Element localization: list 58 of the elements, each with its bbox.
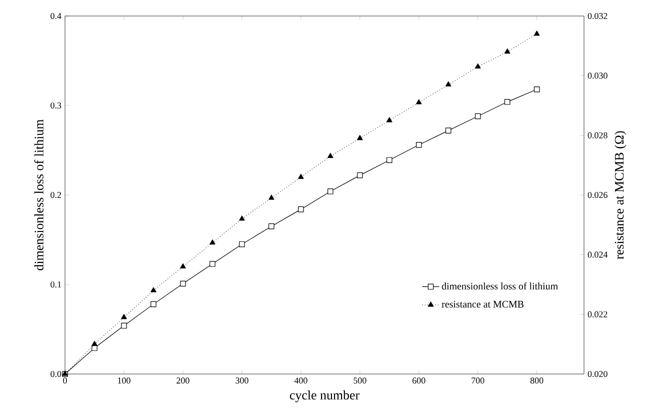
point — [356, 172, 363, 178]
point — [180, 280, 186, 286]
y2-tick-label: 0.032 — [588, 12, 608, 20]
y-tick-label: 0.0 — [50, 370, 62, 378]
point — [504, 48, 510, 54]
point — [357, 135, 363, 140]
point — [180, 263, 186, 268]
x-tick-label: 500 — [354, 378, 366, 384]
y2-tick-label: 0.028 — [588, 132, 608, 138]
x-tick-label: 200 — [176, 378, 190, 384]
y-tick-label: 0.1 — [50, 281, 61, 288]
point — [210, 261, 216, 267]
y-tick-label: 0.2 — [50, 192, 61, 198]
point — [328, 152, 334, 158]
x-tick-label: 800 — [530, 378, 544, 384]
point — [210, 239, 216, 245]
point — [298, 174, 304, 179]
point — [474, 113, 481, 120]
point — [445, 128, 452, 134]
y-tick-label: 0.3 — [50, 102, 62, 109]
point — [92, 340, 98, 346]
point — [150, 287, 156, 292]
point — [474, 63, 481, 69]
y2-tick-label: 0.022 — [588, 311, 608, 318]
x-tick-label: 700 — [472, 378, 484, 384]
y2-tick-label: 0.020 — [588, 370, 608, 378]
point — [239, 216, 245, 221]
point — [121, 322, 127, 329]
x-tick-label: 300 — [236, 378, 248, 384]
y2-axis-title: resistance at MCMB (Ω) — [614, 131, 626, 260]
point — [386, 117, 392, 122]
point — [121, 314, 127, 320]
point — [150, 301, 156, 308]
point — [534, 86, 540, 92]
y2-tick-label: 0.024 — [588, 252, 608, 258]
point — [534, 30, 540, 36]
point — [504, 99, 510, 105]
y2-tick-label: 0.030 — [588, 72, 608, 79]
legend-label: dimensionless loss of lithium — [442, 282, 558, 290]
y-axis-title: dimensionless loss of lithium — [34, 119, 44, 270]
point — [268, 194, 274, 200]
y-tick-label: 0.4 — [50, 12, 62, 20]
x-axis-title: cycle number — [290, 390, 360, 402]
point — [328, 188, 334, 194]
x-tick-label: 0 — [63, 378, 67, 384]
point — [92, 345, 98, 351]
point — [386, 157, 392, 163]
point — [298, 206, 304, 212]
x-tick-label: 400 — [294, 378, 308, 384]
point — [239, 241, 245, 248]
point — [416, 99, 422, 104]
legend-label: resistance at MCMB — [442, 300, 524, 308]
x-tick-label: 100 — [118, 378, 130, 384]
x-tick-label: 600 — [412, 378, 426, 384]
y2-tick-label: 0.026 — [588, 192, 608, 198]
point — [445, 81, 452, 86]
point — [416, 142, 422, 148]
point — [268, 223, 274, 230]
